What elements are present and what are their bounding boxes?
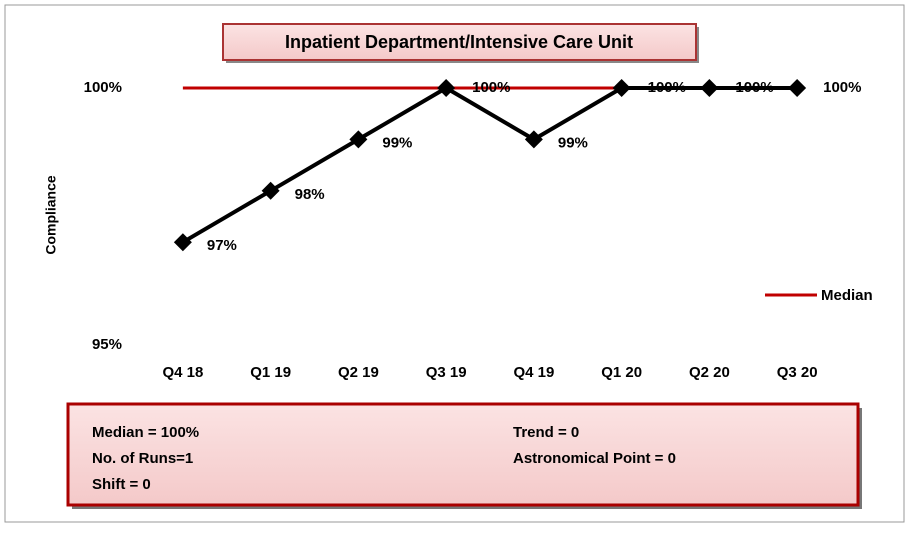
x-tick-label: Q2 20 bbox=[689, 364, 730, 381]
y-axis-label: Compliance bbox=[43, 175, 59, 255]
info-text: No. of Runs=1 bbox=[92, 450, 193, 467]
y-tick-label: 100% bbox=[84, 79, 122, 96]
info-text: Median = 100% bbox=[92, 424, 199, 441]
data-label: 97% bbox=[207, 237, 237, 254]
chart-title: Inpatient Department/Intensive Care Unit bbox=[285, 32, 633, 52]
x-tick-label: Q4 19 bbox=[513, 364, 554, 381]
x-tick-label: Q2 19 bbox=[338, 364, 379, 381]
info-box bbox=[66, 402, 860, 507]
data-point bbox=[349, 130, 368, 149]
y-tick-label: 95% bbox=[92, 336, 122, 353]
x-tick-label: Q4 18 bbox=[162, 364, 203, 381]
data-point bbox=[437, 79, 456, 97]
x-tick-label: Q1 20 bbox=[601, 364, 642, 381]
data-point bbox=[261, 181, 280, 200]
data-label: 98% bbox=[295, 186, 325, 203]
data-point bbox=[524, 130, 543, 149]
info-text: Trend = 0 bbox=[513, 424, 579, 441]
x-tick-label: Q3 19 bbox=[426, 364, 467, 381]
data-label: 100% bbox=[823, 79, 861, 96]
data-point bbox=[173, 233, 192, 252]
title-box bbox=[222, 23, 697, 61]
data-label: 99% bbox=[382, 134, 412, 151]
data-line bbox=[181, 85, 798, 244]
x-tick-label: Q3 20 bbox=[777, 364, 818, 381]
data-point bbox=[788, 79, 807, 97]
data-point bbox=[700, 79, 719, 97]
data-label: 100% bbox=[648, 79, 686, 96]
x-tick-label: Q1 19 bbox=[250, 364, 291, 381]
data-label: 99% bbox=[558, 134, 588, 151]
info-text: Astronomical Point = 0 bbox=[513, 450, 676, 467]
data-label: 100% bbox=[735, 79, 773, 96]
data-label: 100% bbox=[472, 79, 510, 96]
legend-label: Median bbox=[821, 287, 873, 304]
info-text: Shift = 0 bbox=[92, 476, 151, 493]
data-point bbox=[612, 79, 631, 97]
